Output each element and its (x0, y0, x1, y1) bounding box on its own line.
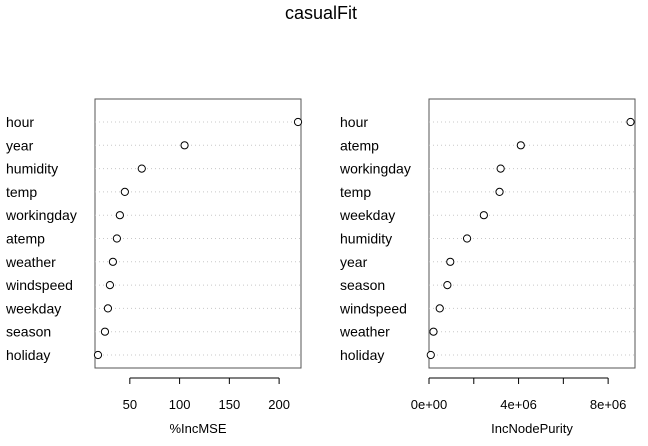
data-point-season (443, 281, 452, 290)
plot-frame (428, 98, 636, 369)
category-label: weather (339, 324, 390, 340)
data-point-weather (108, 257, 118, 266)
category-label: workingday (339, 161, 411, 177)
category-label: temp (340, 184, 371, 200)
data-point-holiday (93, 350, 103, 360)
data-point-temp (495, 187, 504, 196)
data-point-holiday (426, 350, 435, 360)
data-point-weekday (479, 211, 488, 220)
x-tick-label: 50 (123, 397, 137, 412)
category-label: weekday (5, 300, 61, 316)
category-label: windspeed (339, 300, 407, 316)
chart-title: casualFit (285, 3, 357, 23)
x-tick-label: 0e+00 (411, 397, 448, 412)
data-point-atemp (112, 234, 121, 243)
category-label: atemp (340, 137, 379, 153)
data-point-humidity (462, 234, 472, 243)
category-label: temp (6, 184, 37, 200)
category-label: humidity (6, 161, 58, 177)
x-axis-label: IncNodePurity (491, 421, 573, 436)
x-tick-label: 150 (218, 397, 240, 412)
data-point-workingday (496, 164, 505, 173)
category-label: holiday (340, 347, 384, 363)
panel-incmse: hour year humidity temp workingday atemp weath… (5, 98, 303, 436)
data-point-year (446, 257, 455, 266)
category-label: workingday (5, 207, 77, 223)
category-label: season (340, 277, 385, 293)
data-point-atemp (516, 141, 525, 150)
category-label: year (340, 254, 368, 270)
category-label: hour (340, 114, 368, 130)
category-label: weekday (339, 207, 395, 223)
data-point-hour (626, 117, 635, 127)
data-point-humidity (137, 164, 146, 173)
data-point-season (100, 327, 110, 336)
category-label: hour (6, 114, 34, 130)
data-point-windspeed (105, 281, 115, 290)
category-label: weather (5, 254, 56, 270)
x-tick-label: 200 (268, 397, 290, 412)
data-point-workingday (115, 211, 124, 220)
panel-incnodepurity: hour atemp workingday temp weekday humidity ye… (339, 98, 636, 436)
data-point-weather (429, 327, 438, 336)
x-tick-label: 8e+06 (590, 397, 627, 412)
data-point-hour (293, 117, 303, 127)
data-point-temp (120, 187, 129, 196)
category-label: season (6, 324, 51, 340)
category-label: year (6, 137, 34, 153)
category-label: holiday (6, 347, 50, 363)
data-point-year (180, 141, 189, 150)
category-label: windspeed (5, 277, 73, 293)
data-point-weekday (103, 304, 113, 313)
data-point-windspeed (435, 304, 444, 313)
x-axis-label: %IncMSE (169, 421, 226, 436)
category-label: humidity (340, 231, 392, 247)
x-tick-label: 4e+06 (500, 397, 537, 412)
plot-frame (94, 98, 302, 369)
x-tick-label: 100 (169, 397, 191, 412)
category-label: atemp (6, 231, 45, 247)
